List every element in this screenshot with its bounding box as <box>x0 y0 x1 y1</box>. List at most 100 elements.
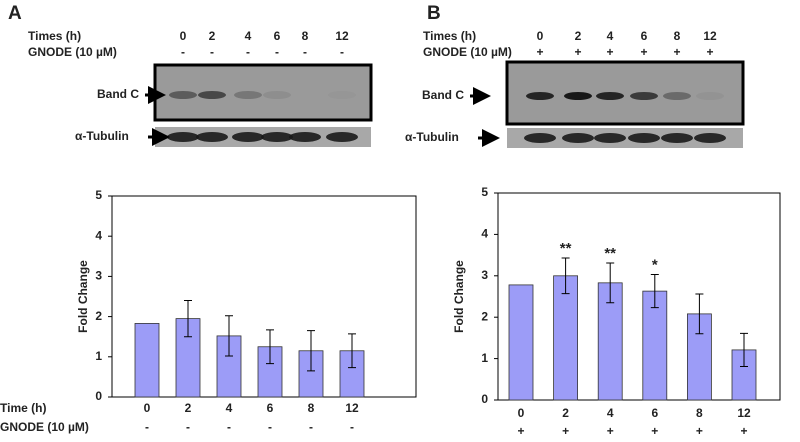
blot-band <box>526 92 554 100</box>
y-tick-label: 5 <box>95 188 102 202</box>
blot-column-label: - <box>340 45 344 59</box>
blot-row-label: GNODE (10 µM) <box>28 45 117 59</box>
blot-band <box>564 92 592 100</box>
blot-band <box>198 91 226 99</box>
band-label: α-Tubulin <box>405 130 459 144</box>
error-bar <box>695 293 704 335</box>
blot-band <box>234 91 262 99</box>
y-axis-label: Fold Change <box>76 260 90 333</box>
band-label: Band C <box>97 87 139 101</box>
error-bar <box>561 257 570 295</box>
blot-column-label: 12 <box>703 29 717 43</box>
blot-column-label: 4 <box>245 29 252 43</box>
blot-column-label: 2 <box>575 29 582 43</box>
blot-column-label: 6 <box>274 29 281 43</box>
x-axis-label: GNODE (10 µM) <box>0 420 89 434</box>
bar <box>553 275 578 401</box>
error-bar <box>307 330 315 372</box>
x-axis-label: Time (h) <box>0 401 46 415</box>
tubulin-band <box>261 132 293 142</box>
blot-column-label: 6 <box>641 29 648 43</box>
y-tick-label: 4 <box>481 227 488 241</box>
x-tick-label: 12 <box>737 406 751 420</box>
blot-column-label: - <box>275 45 279 59</box>
y-tick-label: 4 <box>95 228 102 242</box>
y-tick-label: 5 <box>481 185 488 199</box>
treatment-label: - <box>186 420 190 434</box>
error-bar <box>225 315 233 357</box>
blot-column-label: 0 <box>537 29 544 43</box>
significance-label: ** <box>560 240 572 257</box>
blot-band <box>169 91 197 99</box>
blot-column-label: 12 <box>335 29 349 43</box>
blot-row-label: GNODE (10 µM) <box>423 45 512 59</box>
bar <box>134 323 160 398</box>
panel-label: B <box>427 3 441 24</box>
treatment-label: + <box>517 424 524 437</box>
panel-label: A <box>8 3 22 24</box>
tubulin-band <box>628 133 660 143</box>
blot-column-label: + <box>673 45 680 59</box>
y-tick-label: 3 <box>95 269 102 283</box>
band-label: Band C <box>422 88 464 102</box>
blot-column-label: 0 <box>180 29 187 43</box>
plot-frame <box>497 192 781 401</box>
blot-column-label: 4 <box>607 29 614 43</box>
tubulin-band <box>232 132 264 142</box>
blot-band <box>263 91 291 99</box>
bar <box>642 290 668 401</box>
error-bar <box>348 333 356 369</box>
x-tick-label: 6 <box>651 406 658 420</box>
bar <box>508 284 534 401</box>
treatment-label: - <box>227 420 231 434</box>
treatment-label: + <box>696 424 703 437</box>
treatment-label: - <box>309 420 313 434</box>
y-tick-label: 2 <box>481 309 488 323</box>
y-axis-label: Fold Change <box>452 260 466 333</box>
tubulin-band <box>694 133 726 143</box>
x-tick-label: 2 <box>185 401 192 415</box>
y-tick-label: 1 <box>481 351 488 365</box>
blot-row-label: Times (h) <box>28 29 81 43</box>
blot-band <box>696 92 724 100</box>
blot-band <box>328 91 356 99</box>
blot-column-label: + <box>640 45 647 59</box>
significance-label: * <box>652 257 658 274</box>
x-tick-label: 0 <box>518 406 525 420</box>
x-tick-label: 4 <box>607 406 614 420</box>
x-tick-label: 12 <box>345 401 359 415</box>
y-tick-label: 1 <box>95 349 102 363</box>
treatment-label: - <box>350 420 354 434</box>
blot-row-label: Times (h) <box>423 29 476 43</box>
blot-column-label: + <box>606 45 613 59</box>
blot-band <box>596 92 624 100</box>
blot-band <box>663 92 691 100</box>
blot-band <box>630 92 658 100</box>
y-tick-label: 3 <box>481 268 488 282</box>
blot-column-label: + <box>574 45 581 59</box>
tubulin-band <box>562 133 594 143</box>
treatment-label: - <box>145 420 149 434</box>
blot-column-label: - <box>210 45 214 59</box>
x-tick-label: 2 <box>562 406 569 420</box>
tubulin-band <box>661 133 693 143</box>
treatment-label: + <box>607 424 614 437</box>
blot-column-label: + <box>706 45 713 59</box>
x-tick-label: 8 <box>308 401 315 415</box>
x-tick-label: 4 <box>226 401 233 415</box>
error-bar <box>606 262 615 304</box>
error-bar <box>266 329 274 365</box>
y-tick-label: 2 <box>95 309 102 323</box>
blot-column-label: + <box>536 45 543 59</box>
significance-label: ** <box>604 245 616 262</box>
tubulin-band <box>594 133 626 143</box>
blot-column-label: - <box>303 45 307 59</box>
error-bar <box>740 332 748 367</box>
blot-column-label: - <box>246 45 250 59</box>
blot-column-label: - <box>181 45 185 59</box>
treatment-label: + <box>562 424 569 437</box>
error-bar <box>184 300 192 338</box>
treatment-label: - <box>268 420 272 434</box>
treatment-label: + <box>651 424 658 437</box>
